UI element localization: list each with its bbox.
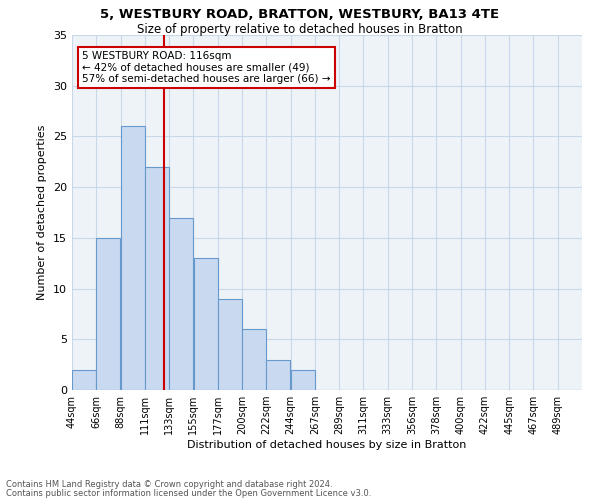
Bar [97, 238, 121, 390]
Text: Contains public sector information licensed under the Open Government Licence v3: Contains public sector information licen… [6, 488, 371, 498]
Bar [290, 370, 315, 390]
Bar [242, 329, 266, 390]
Bar [266, 360, 290, 390]
Text: Size of property relative to detached houses in Bratton: Size of property relative to detached ho… [137, 22, 463, 36]
Bar [145, 167, 169, 390]
Text: 5, WESTBURY ROAD, BRATTON, WESTBURY, BA13 4TE: 5, WESTBURY ROAD, BRATTON, WESTBURY, BA1… [100, 8, 500, 20]
Bar [169, 218, 193, 390]
X-axis label: Distribution of detached houses by size in Bratton: Distribution of detached houses by size … [187, 440, 467, 450]
Bar [218, 298, 242, 390]
Text: 5 WESTBURY ROAD: 116sqm
← 42% of detached houses are smaller (49)
57% of semi-de: 5 WESTBURY ROAD: 116sqm ← 42% of detache… [82, 51, 331, 84]
Text: Contains HM Land Registry data © Crown copyright and database right 2024.: Contains HM Land Registry data © Crown c… [6, 480, 332, 489]
Bar [72, 370, 96, 390]
Bar [194, 258, 218, 390]
Y-axis label: Number of detached properties: Number of detached properties [37, 125, 47, 300]
Bar [121, 126, 145, 390]
